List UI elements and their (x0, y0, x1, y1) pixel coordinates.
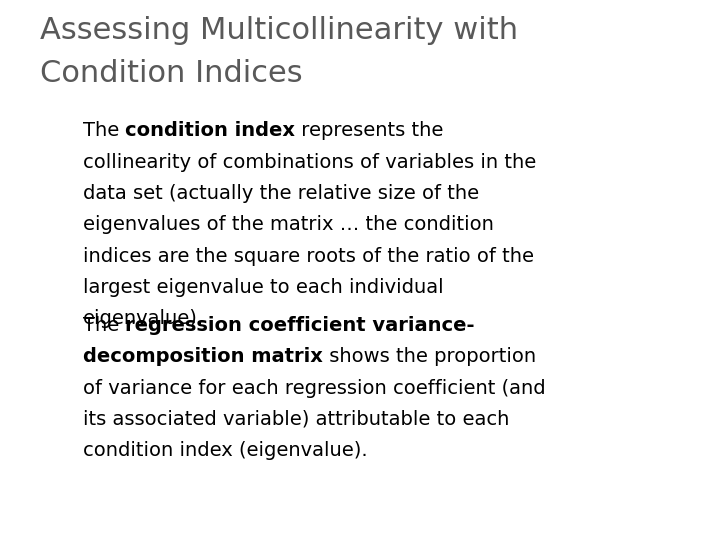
Text: its associated variable) attributable to each: its associated variable) attributable to… (83, 410, 509, 429)
Text: data set (actually the relative size of the: data set (actually the relative size of … (83, 184, 479, 203)
Text: condition index (eigenvalue).: condition index (eigenvalue). (83, 441, 367, 460)
Text: condition index: condition index (125, 122, 295, 140)
Text: Assessing Multicollinearity with: Assessing Multicollinearity with (40, 16, 518, 45)
Text: decomposition matrix: decomposition matrix (83, 347, 323, 366)
Text: of variance for each regression coefficient (and: of variance for each regression coeffici… (83, 379, 546, 397)
Text: shows the proportion: shows the proportion (323, 347, 536, 366)
Text: represents the: represents the (295, 122, 444, 140)
Text: 66: 66 (12, 80, 27, 91)
Text: largest eigenvalue to each individual: largest eigenvalue to each individual (83, 278, 444, 297)
Text: Condition Indices: Condition Indices (40, 59, 302, 89)
Text: collinearity of combinations of variables in the: collinearity of combinations of variable… (83, 153, 536, 172)
Text: eigenvalue).: eigenvalue). (83, 309, 204, 328)
Text: eigenvalues of the matrix … the condition: eigenvalues of the matrix … the conditio… (83, 215, 494, 234)
Text: regression coefficient variance-: regression coefficient variance- (125, 316, 474, 335)
Text: The: The (83, 122, 125, 140)
Text: indices are the square roots of the ratio of the: indices are the square roots of the rati… (83, 247, 534, 266)
Text: The: The (83, 316, 125, 335)
